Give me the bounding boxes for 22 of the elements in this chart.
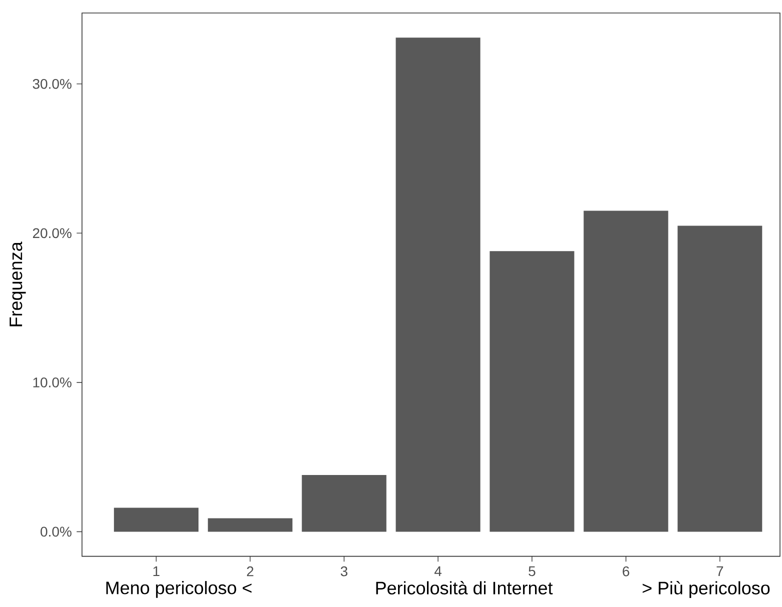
- y-axis-title: Frequenza: [10, 242, 26, 326]
- bar: [678, 226, 762, 532]
- x-tick-label: 2: [246, 566, 254, 576]
- x-tick-label: 5: [528, 566, 536, 576]
- x-axis-title: Pericolosità di Internet: [376, 581, 553, 594]
- bar: [208, 518, 292, 532]
- text: > Più pericoloso: [642, 581, 770, 598]
- x-tick-label: 7: [716, 566, 724, 576]
- y-tick-label: 10.0%: [33, 377, 72, 388]
- y-tick-label: 20.0%: [32, 228, 72, 238]
- bar: [490, 251, 574, 532]
- x-tick-label: 3: [340, 566, 348, 576]
- x-tick-label: 1: [153, 566, 160, 576]
- y-tick-label: 0.0%: [40, 526, 72, 537]
- x-tick-label: 4: [434, 566, 442, 576]
- bar: [584, 210, 668, 532]
- text: Meno pericoloso <: [106, 581, 252, 598]
- x-tick-label: 6: [622, 566, 630, 576]
- bar: [302, 474, 386, 532]
- y-tick-label: 30.0%: [32, 78, 72, 89]
- bar: [396, 38, 480, 532]
- bar: [114, 508, 198, 532]
